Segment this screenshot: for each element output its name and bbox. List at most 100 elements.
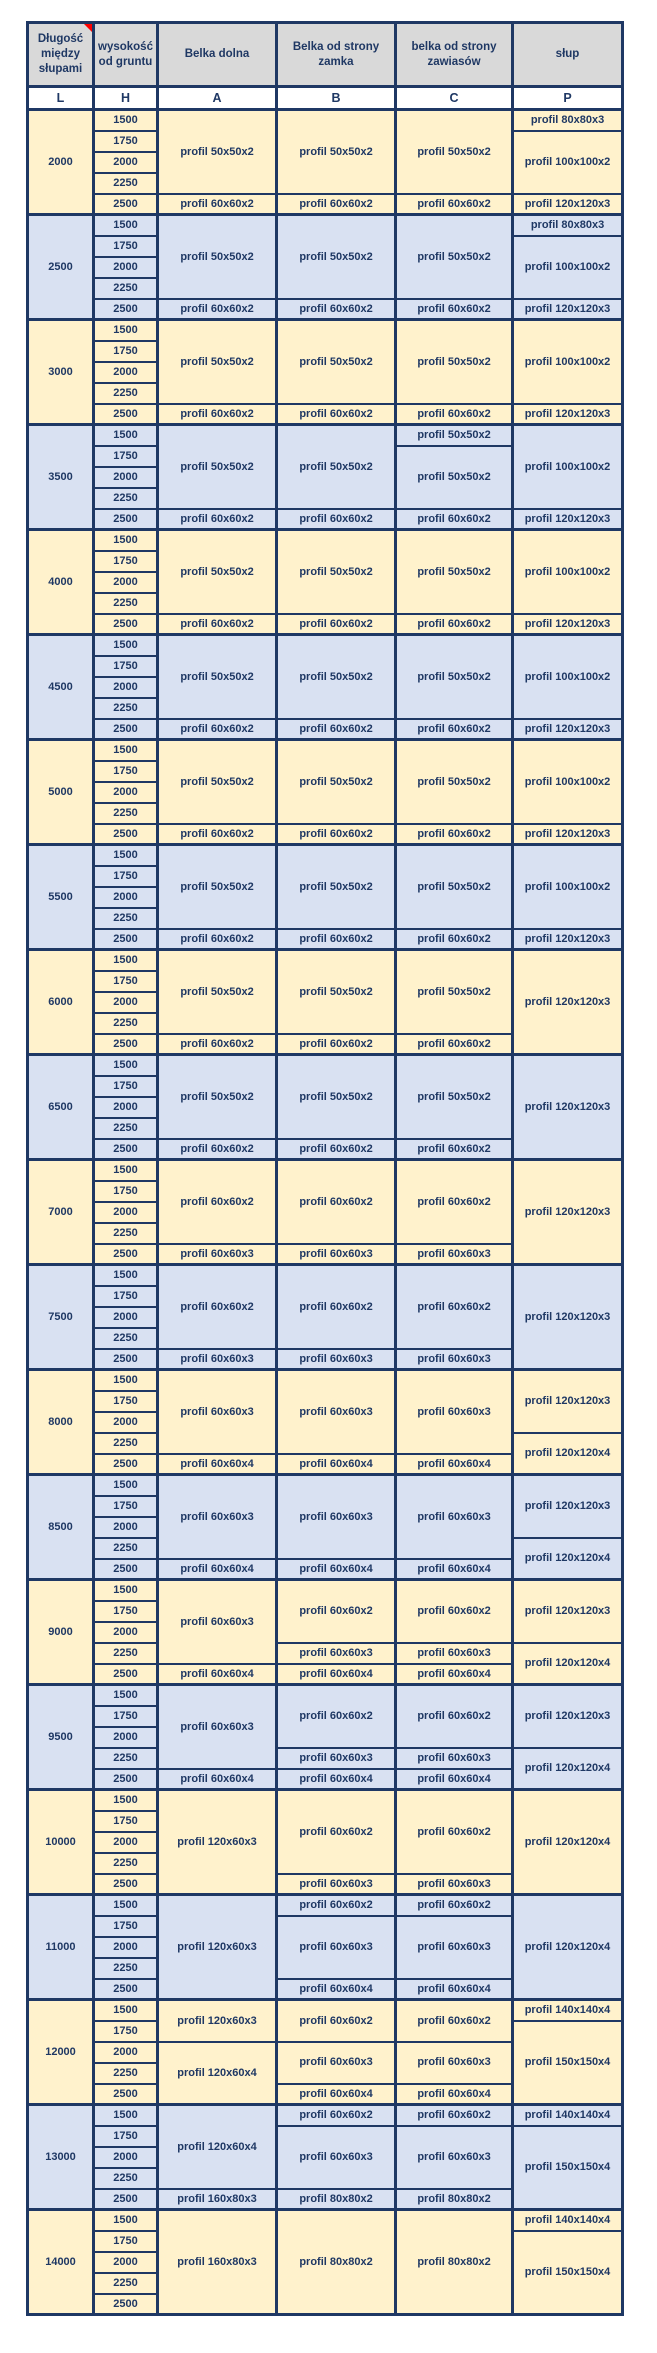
profile-cell-A: profil 50x50x2 (156, 528, 278, 615)
height-value-cell: 1750 (92, 1179, 159, 1203)
table-row: 1750 profil 100x100x2 (28, 234, 624, 300)
height-value-cell: 1750 (92, 1494, 159, 1518)
profile-cell-P: profil 150x150x4 (511, 2019, 624, 2106)
subheader-C: C (394, 85, 514, 111)
profile-cell-A: profil 60x60x3 (156, 1368, 278, 1455)
height-value-cell: 2250 (92, 1956, 159, 1980)
profile-cell-B: profil 50x50x2 (275, 213, 397, 300)
height-value-cell: 1750 (92, 759, 159, 783)
profile-cell-P: profil 120x120x3 (511, 927, 624, 951)
table-row: 2250 (28, 1011, 623, 1035)
profile-cell-C: profil 60x60x3 (394, 1746, 514, 1770)
height-value-cell: 2250 (92, 591, 159, 615)
table-body: 2000 1500 profil 50x50x2 profil 50x50x2 prof… (26, 108, 624, 2316)
profile-cell-P: profil 120x120x3 (511, 1473, 624, 1539)
height-value-cell: 1500 (92, 318, 159, 342)
profile-cell-C: profil 60x60x2 (394, 1893, 514, 1917)
table-row: 2500 profil 60x60x3 profil 60x60x3 profil 6… (28, 1242, 623, 1266)
profile-cell-P: profil 120x120x3 (511, 1158, 624, 1266)
height-value-cell: 2000 (92, 2250, 159, 2274)
height-value-cell: 1750 (92, 2229, 159, 2253)
profile-cell-A: profil 120x60x3 (156, 1998, 278, 2043)
profile-cell-A: profil 60x60x4 (156, 1767, 278, 1791)
profile-cell-A: profil 60x60x2 (156, 402, 278, 426)
height-value-cell: 1750 (92, 339, 159, 363)
table-row: 2500 profil 60x60x2 profil 60x60x2 profil 6… (28, 192, 624, 216)
height-value-cell: 2500 (92, 717, 159, 741)
table-row: 2000 (28, 1410, 623, 1434)
profile-cell-A: profil 60x60x2 (156, 192, 278, 216)
profile-cell-A: profil 50x50x2 (156, 843, 278, 930)
height-value-cell: 2000 (92, 1830, 159, 1854)
table-row: 12000 1500 profil 120x60x3 profil 60x60x2 pr… (26, 1998, 624, 2106)
height-value-cell: 2000 (92, 1515, 159, 1539)
height-value-cell: 2500 (92, 1032, 159, 1056)
table-row: 2500 profil 60x60x2 profil 60x60x2 profil 6… (28, 822, 624, 846)
table-row: 1750 (28, 969, 623, 993)
height-value-cell: 1750 (92, 654, 159, 678)
profile-cell-C: profil 60x60x2 (394, 1263, 514, 1350)
height-value-cell: 1500 (92, 2103, 159, 2127)
height-value-cell: 1750 (92, 549, 159, 573)
height-value-cell: 1500 (92, 423, 159, 447)
table-row: 2500 profil 60x60x2 profil 60x60x2 profil 6… (28, 297, 624, 321)
table-row: 2500 1500 profil 50x50x2 profil 50x50x2 prof… (26, 213, 624, 321)
profile-cell-P: profil 120x120x4 (511, 1431, 624, 1476)
subheader-L: L (26, 85, 95, 111)
height-value-cell: 1500 (92, 528, 159, 552)
table-row: 2000 (28, 150, 623, 174)
profile-cell-A: profil 60x60x3 (156, 1242, 278, 1266)
height-value-cell: 2500 (92, 507, 159, 531)
profile-cell-P: profil 120x120x4 (511, 1746, 624, 1791)
table-row: 9000 1500 profil 60x60x3 profil 60x60x2 prof… (26, 1578, 624, 1686)
profile-cell-C: profil 60x60x2 (394, 612, 514, 636)
profile-cell-B: profil 60x60x4 (275, 2082, 397, 2106)
height-value-cell: 1750 (92, 1809, 159, 1833)
length-value-cell: 2000 (26, 108, 95, 216)
height-value-cell: 1500 (92, 2208, 159, 2232)
height-value-cell: 1750 (92, 2124, 159, 2148)
profile-cell-A: profil 60x60x3 (156, 1683, 278, 1770)
height-value-cell: 2000 (92, 675, 159, 699)
table-row: 8000 1500 profil 60x60x3 profil 60x60x3 prof… (26, 1368, 624, 1476)
height-value-cell: 1500 (92, 1473, 159, 1497)
profile-cell-C: profil 50x50x2 (394, 633, 514, 720)
profile-cell-P: profil 120x120x3 (511, 507, 624, 531)
height-value-cell: 1750 (92, 1074, 159, 1098)
height-value-cell: 1500 (92, 843, 159, 867)
table-row: 2000 profil 120x60x4 profil 60x60x3 profil … (28, 2040, 623, 2106)
profile-cell-A: profil 60x60x4 (156, 1662, 278, 1686)
table-row: 2250 (28, 591, 623, 615)
profile-cell-A: profil 120x60x4 (156, 2040, 278, 2106)
table-row: 2250 (28, 276, 623, 300)
profile-cell-B: profil 60x60x3 (275, 1473, 397, 1560)
profile-cell-P: profil 120x120x4 (511, 1893, 624, 2001)
profile-cell-B: profil 60x60x4 (275, 1452, 397, 1476)
profile-cell-P: profil 100x100x2 (511, 843, 624, 930)
profile-cell-B: profil 60x60x2 (275, 1788, 397, 1875)
length-value-cell: 7500 (26, 1263, 95, 1371)
profile-cell-A: profil 50x50x2 (156, 108, 278, 195)
table-row: 11000 1500 profil 120x60x3 profil 60x60x2 pr… (26, 1893, 624, 2001)
profile-cell-A: profil 120x60x4 (156, 2103, 278, 2190)
profile-cell-P: profil 100x100x2 (511, 528, 624, 615)
table-row: 2000 (28, 1725, 623, 1749)
table-row: 2500 profil 60x60x4 profil 60x60x4 profil 6… (28, 1557, 623, 1581)
profile-cell-P: profil 120x120x3 (511, 1683, 624, 1749)
profile-cell-A: profil 50x50x2 (156, 423, 278, 510)
profile-cell-B: profil 60x60x2 (275, 1032, 397, 1056)
profile-cell-P: profil 120x120x4 (511, 1536, 624, 1581)
height-value-cell: 1500 (92, 213, 159, 237)
length-value-cell: 8500 (26, 1473, 95, 1581)
height-value-cell: 2000 (92, 1095, 159, 1119)
profile-cell-A: profil 60x60x2 (156, 717, 278, 741)
profile-cell-B: profil 60x60x2 (275, 192, 397, 216)
height-value-cell: 2500 (92, 927, 159, 951)
header-row: Długość między słupami wysokość od grunt… (26, 21, 624, 88)
height-value-cell: 1750 (92, 1914, 159, 1938)
length-value-cell: 6000 (26, 948, 95, 1056)
table-row: 5000 1500 profil 50x50x2 profil 50x50x2 prof… (26, 738, 624, 846)
profile-cell-A: profil 50x50x2 (156, 948, 278, 1035)
table-row: 2000 (28, 465, 623, 489)
